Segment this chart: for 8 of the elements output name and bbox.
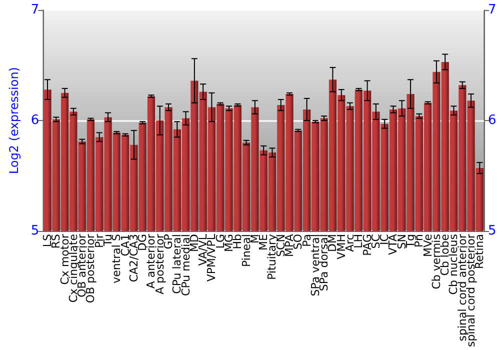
y2-tick-label: 5 [488, 224, 496, 239]
y2-tick-label: 7 [488, 2, 496, 18]
x-tick-label: Retina [473, 234, 486, 270]
y2-tick-label: 6 [488, 113, 496, 128]
y-tick-label: 5 [30, 224, 40, 239]
y-tick-label: 7 [30, 2, 40, 18]
y-axis-title: Log2 (expression) [7, 67, 21, 174]
y-tick-label: 6 [30, 113, 40, 128]
